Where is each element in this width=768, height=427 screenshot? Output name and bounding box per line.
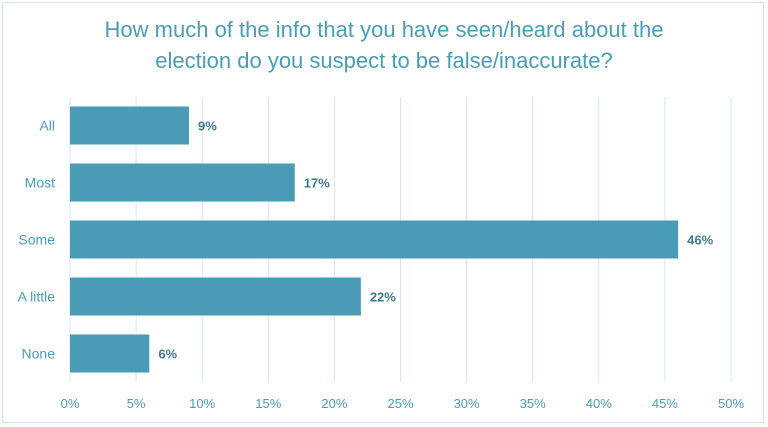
category-label: All xyxy=(39,118,55,134)
data-label: 6% xyxy=(158,347,177,362)
x-tick-label: 5% xyxy=(127,396,146,411)
x-tick-label: 15% xyxy=(255,396,281,411)
data-label: 22% xyxy=(370,290,396,305)
chart-title-line-1: How much of the info that you have seen/… xyxy=(104,17,664,42)
x-tick-label: 0% xyxy=(61,396,80,411)
chart-title: How much of the info that you have seen/… xyxy=(0,14,768,76)
category-label: Most xyxy=(25,175,55,191)
category-label: None xyxy=(22,346,56,362)
chart-title-line-2: election do you suspect to be false/inac… xyxy=(155,48,613,73)
bar xyxy=(70,334,150,373)
data-label: 17% xyxy=(304,176,330,191)
category-label: A little xyxy=(18,289,56,305)
data-label: 9% xyxy=(198,119,217,134)
x-tick-label: 10% xyxy=(189,396,215,411)
x-tick-label: 40% xyxy=(586,396,612,411)
bar xyxy=(70,106,189,145)
data-label: 46% xyxy=(687,233,713,248)
x-tick-label: 25% xyxy=(387,396,413,411)
bar xyxy=(70,220,679,259)
x-tick-label: 50% xyxy=(718,396,744,411)
x-tick-label: 30% xyxy=(454,396,480,411)
bar xyxy=(70,277,361,316)
x-tick-label: 20% xyxy=(321,396,347,411)
category-label: Some xyxy=(18,232,55,248)
x-tick-label: 35% xyxy=(520,396,546,411)
bar xyxy=(70,163,295,202)
x-tick-label: 45% xyxy=(652,396,678,411)
